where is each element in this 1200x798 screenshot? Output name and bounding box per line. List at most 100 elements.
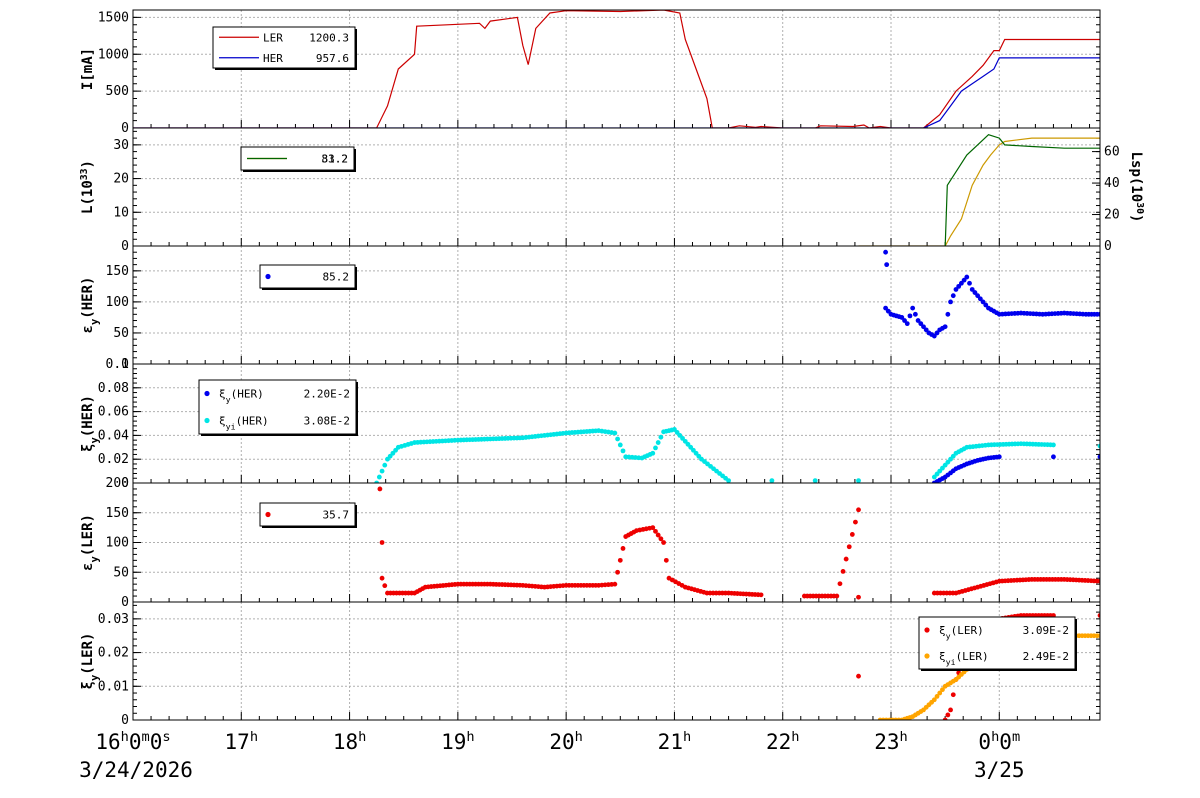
panel-ey_ler: 0 50 100 150 200 εy(LER) 35.7 bbox=[80, 476, 1101, 610]
data-point bbox=[840, 569, 846, 574]
data-point bbox=[923, 327, 929, 333]
legend-box bbox=[212, 26, 356, 69]
legend-series-value: 35.7 bbox=[323, 509, 350, 522]
data-point bbox=[883, 305, 888, 311]
y-tick-label: 0 bbox=[121, 595, 129, 610]
data-point bbox=[915, 318, 921, 323]
legend-series-value: 3.08E-2 bbox=[304, 415, 350, 428]
panel-ey_her: 0 50 100 150 εy(HER) 85.2 bbox=[80, 245, 1101, 372]
data-point bbox=[942, 324, 948, 330]
data-point bbox=[758, 592, 764, 598]
x-tick-label: 23h bbox=[874, 729, 908, 754]
data-point bbox=[650, 450, 656, 456]
data-point bbox=[934, 330, 940, 336]
series-line bbox=[944, 134, 1100, 246]
data-point bbox=[910, 305, 916, 311]
y-tick-label: 0.1 bbox=[106, 357, 129, 372]
data-point bbox=[856, 673, 861, 679]
data-point bbox=[958, 280, 964, 286]
data-point bbox=[948, 707, 953, 713]
panel-luminosity: 0 10 20 30 L(1033) 0 20 40 60 Lsp(1030) 83.231.2 bbox=[79, 127, 1146, 254]
x-tick-label: 19h bbox=[441, 729, 475, 754]
y-tick-label: 1500 bbox=[98, 10, 129, 25]
y-axis-label: I[mA] bbox=[80, 48, 96, 90]
legend: 35.7 bbox=[259, 502, 357, 528]
data-point bbox=[837, 581, 843, 587]
legend-box bbox=[240, 146, 355, 171]
x-tick-label: 0h0m bbox=[978, 729, 1020, 754]
y-tick-label: 50 bbox=[113, 326, 129, 341]
legend-series-value: 2.49E-2 bbox=[1023, 650, 1069, 663]
series-line bbox=[133, 57, 1100, 128]
data-point bbox=[931, 333, 937, 339]
data-point bbox=[884, 262, 890, 268]
legend-dot-marker bbox=[204, 417, 210, 424]
legend: LER 1200.3 HER 957.6 bbox=[212, 26, 357, 70]
data-point bbox=[374, 480, 380, 483]
legend-series-value: 2.20E-2 bbox=[304, 388, 350, 401]
data-point bbox=[856, 594, 861, 600]
data-point bbox=[885, 308, 891, 314]
data-point bbox=[953, 287, 959, 292]
data-point bbox=[967, 280, 972, 286]
legend: ξy(LER) 3.09E-2 ξyi(LER) 2.49E-2 bbox=[918, 616, 1077, 671]
data-point bbox=[972, 290, 978, 295]
date-label-next: 3/25 bbox=[974, 758, 1025, 782]
data-point bbox=[1097, 454, 1100, 460]
y-tick-label: 20 bbox=[113, 172, 129, 187]
data-point bbox=[849, 532, 855, 537]
data-point bbox=[377, 486, 383, 492]
legend-dot-marker bbox=[265, 511, 271, 518]
y-axis-label: εy(LER) bbox=[80, 514, 101, 571]
data-point bbox=[612, 430, 618, 436]
y-tick-label: 100 bbox=[106, 536, 129, 551]
data-point bbox=[1051, 454, 1056, 460]
data-point bbox=[948, 299, 953, 305]
data-point bbox=[812, 478, 818, 483]
series-group bbox=[883, 249, 1100, 339]
data-point bbox=[940, 687, 945, 693]
legend-dot-marker bbox=[204, 390, 210, 397]
data-point bbox=[961, 277, 967, 283]
panel-xi_ler: 0 0.01 0.02 0.03 ξy(LER) ξy(LER) 3.09E-2 ξyi(LE… bbox=[80, 601, 1101, 728]
data-point bbox=[615, 436, 620, 442]
data-point bbox=[382, 462, 388, 468]
right-axis-tick-label: 60 bbox=[1104, 145, 1120, 160]
y-tick-label: 0 bbox=[121, 357, 129, 372]
legend-box bbox=[259, 502, 356, 527]
legend-series-value: 1200.3 bbox=[309, 31, 349, 44]
data-point bbox=[1051, 442, 1056, 448]
legend: 83.231.2 bbox=[240, 146, 356, 172]
data-point bbox=[612, 581, 618, 587]
y-tick-label: 0 bbox=[121, 239, 129, 254]
data-point bbox=[980, 299, 986, 305]
y-axis-label: L(1033) bbox=[79, 160, 97, 214]
data-point bbox=[655, 440, 661, 445]
data-point bbox=[983, 302, 989, 308]
data-point bbox=[945, 311, 951, 317]
data-point bbox=[931, 697, 937, 703]
legend-series-name: ξy(HER) bbox=[219, 388, 264, 405]
data-point bbox=[661, 540, 667, 545]
data-point bbox=[615, 569, 620, 575]
legend: 85.2 bbox=[259, 264, 357, 290]
data-point bbox=[843, 556, 849, 562]
data-point bbox=[726, 478, 731, 483]
right-axis-label: Lsp(1030) bbox=[1128, 152, 1146, 223]
panel-xi_her: 0 0.02 0.04 0.06 0.08 0.1 ξy(HER) ξy(HER) 2.20E-… bbox=[80, 357, 1101, 491]
data-point bbox=[902, 318, 907, 323]
legend-series-name: ξy(LER) bbox=[939, 624, 984, 641]
y-tick-label: 0.03 bbox=[98, 612, 129, 627]
x-tick-label: 21h bbox=[658, 729, 692, 754]
data-point bbox=[883, 249, 888, 255]
data-point bbox=[996, 454, 1002, 460]
data-point bbox=[937, 690, 943, 696]
y-tick-label: 150 bbox=[106, 506, 129, 521]
data-point bbox=[620, 546, 626, 551]
y-tick-label: 1000 bbox=[98, 47, 129, 62]
data-point bbox=[846, 544, 852, 550]
y-tick-label: 50 bbox=[113, 565, 129, 580]
x-tick-label: 17h bbox=[225, 729, 259, 754]
panel-current: 0 500 1000 1500 I[mA] LER 1200.3 HER 957.6 bbox=[80, 9, 1101, 136]
